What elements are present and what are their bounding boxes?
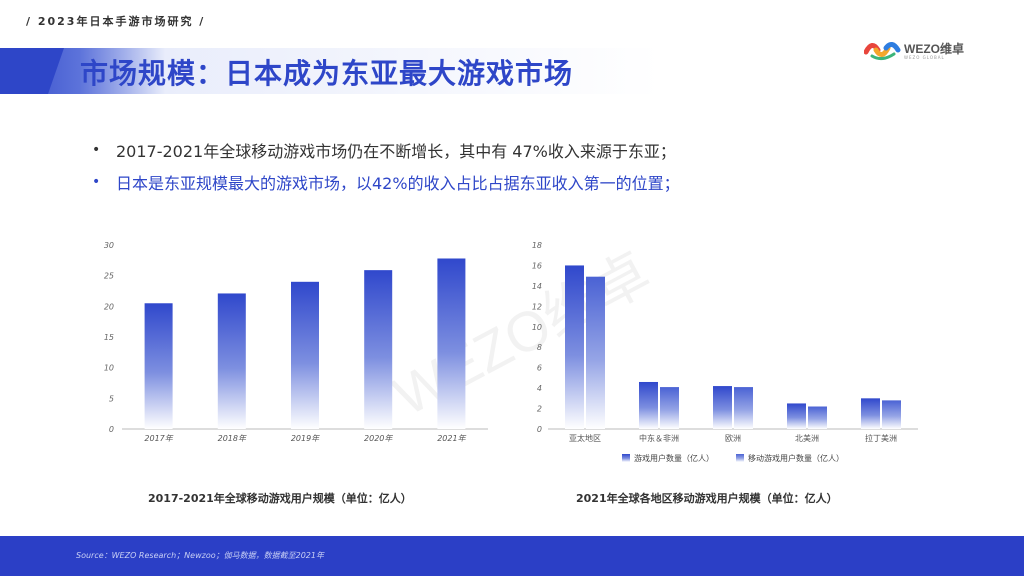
chart2-bar-series1 <box>787 403 806 429</box>
report-tag: / 2023年日本手游市场研究 / <box>26 15 206 28</box>
chart1-x-tick: 2020年 <box>364 434 393 443</box>
chart1-x-tick: 2021年 <box>437 434 466 443</box>
chart1-bar <box>291 281 319 429</box>
chart2-bar-series1 <box>639 381 658 429</box>
chart1-bar <box>144 303 173 429</box>
chart1-x-tick: 2018年 <box>218 434 247 443</box>
chart2-bar-series1 <box>713 386 732 429</box>
chart1-y-tick: 5 <box>109 394 114 403</box>
logo-subtext: WEZO GLOBAL <box>904 55 945 60</box>
footer-bar <box>0 536 1024 576</box>
chart1-y-tick: 10 <box>104 364 114 373</box>
chart2-bar-series1 <box>565 265 584 429</box>
chart1-y-tick: 25 <box>104 272 114 281</box>
bullet-list: • 2017-2021年全球移动游戏市场仍在不断增长，其中有 47%收入来源于东… <box>92 134 812 198</box>
chart2-bar-series2 <box>808 406 827 429</box>
chart2-legend-label: 移动游戏用户数量（亿人） <box>748 453 844 463</box>
chart2-legend-swatch <box>736 454 744 462</box>
chart2-y-tick: 14 <box>532 282 542 291</box>
chart1-bar <box>217 293 246 429</box>
chart2-y-tick: 18 <box>532 241 542 250</box>
chart1-y-tick: 15 <box>104 333 114 342</box>
chart2-title: 2021年全球各地区移动游戏用户规模（单位：亿人） <box>576 492 838 505</box>
title-banner <box>0 48 660 94</box>
chart2-y-tick: 4 <box>537 384 542 393</box>
chart2-x-tick: 亚太地区 <box>569 433 601 443</box>
chart2-bar-series1 <box>861 398 880 429</box>
chart2-bar-series2 <box>882 400 901 429</box>
chart1-x-tick: 2019年 <box>291 434 320 443</box>
chart2-x-tick: 拉丁美洲 <box>865 433 897 443</box>
brand-logo: WEZO维卓 WEZO GLOBAL <box>863 38 984 64</box>
chart2-x-tick: 北美洲 <box>795 433 819 443</box>
chart2-x-tick: 中东＆非洲 <box>639 433 679 443</box>
bullet-item: • 日本是东亚规模最大的游戏市场，以42%的收入占比占据东亚收入第一的位置； <box>92 166 812 198</box>
logo-mark-icon <box>863 42 901 61</box>
chart1-y-tick: 20 <box>104 302 114 311</box>
chart2-x-tick: 欧洲 <box>725 433 741 443</box>
chart2-bar-series2 <box>734 387 753 429</box>
source-note: Source：WEZO Research；Newzoo；伽马数据，数据截至202… <box>76 551 324 560</box>
bullet-symbol: • <box>92 142 101 158</box>
chart2-bar-series2 <box>586 276 605 429</box>
chart1-x-tick: 2017年 <box>144 434 173 443</box>
chart2-y-tick: 10 <box>532 323 542 332</box>
chart1-y-tick: 0 <box>109 425 114 434</box>
chart2-y-tick: 8 <box>537 343 542 352</box>
chart2-legend-swatch <box>622 454 630 462</box>
bullet-symbol: • <box>92 174 101 190</box>
logo-text: WEZO维卓 <box>904 42 964 56</box>
bullet-text: 日本是东亚规模最大的游戏市场，以42%的收入占比占据东亚收入第一的位置； <box>116 174 680 193</box>
chart1-y-tick: 30 <box>104 241 114 250</box>
chart1-bar <box>437 258 466 429</box>
chart2-y-tick: 6 <box>537 364 542 373</box>
bullet-text: 2017-2021年全球移动游戏市场仍在不断增长，其中有 47%收入来源于东亚； <box>116 142 676 161</box>
bullet-item: • 2017-2021年全球移动游戏市场仍在不断增长，其中有 47%收入来源于东… <box>92 134 812 166</box>
chart1-title: 2017-2021年全球移动游戏用户规模（单位：亿人） <box>148 492 412 505</box>
chart2-y-tick: 16 <box>532 261 542 270</box>
charts-canvas: 0 5 10 15 20 25 30 2017年 2018年 2019年 2020年 2021年 0 2 4… <box>104 241 918 463</box>
chart2-bar-series2 <box>660 387 679 429</box>
chart2-y-tick: 12 <box>532 302 542 311</box>
chart2-y-tick: 2 <box>537 405 542 414</box>
chart1-bar <box>364 270 393 429</box>
chart2-legend-label: 游戏用户数量（亿人） <box>634 453 714 463</box>
page-title: 市场规模：日本成为东亚最大游戏市场 <box>80 57 574 90</box>
chart2-y-tick: 0 <box>537 425 542 434</box>
